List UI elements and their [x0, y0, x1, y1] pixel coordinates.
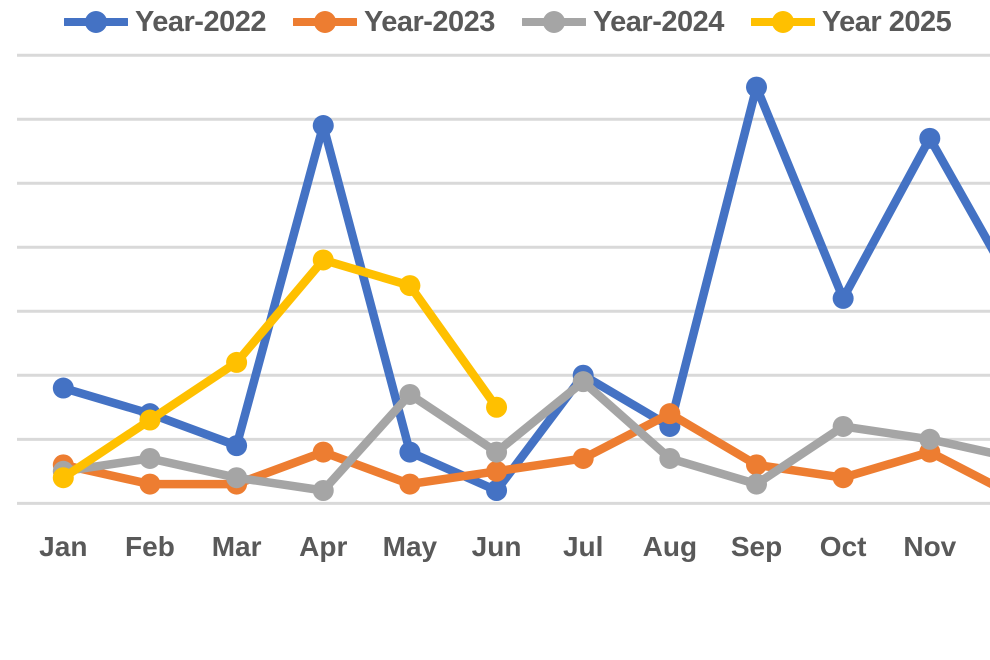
- marker-year-2022-jun: [486, 479, 508, 501]
- x-axis-label-aug: Aug: [642, 531, 698, 562]
- series-line-year-2025: [59, 255, 501, 482]
- legend-item-year-2023: Year-2023: [292, 5, 495, 39]
- marker-year-2022-oct: [832, 287, 854, 309]
- marker-year-2023-aug: [659, 403, 681, 425]
- marker-year-2023-jul: [572, 447, 594, 469]
- marker-year-2024-mar: [226, 467, 248, 489]
- x-axis-label-feb: Feb: [125, 531, 175, 562]
- legend-marker-sample: [771, 11, 794, 33]
- marker-year-2023-jun: [486, 460, 508, 482]
- marker-year-2024-sep: [746, 473, 767, 495]
- legend-label-year-2024: Year-2024: [592, 5, 724, 38]
- marker-year-2025-jun: [486, 396, 508, 418]
- legend-item-year-2022: Year-2022: [64, 6, 266, 39]
- x-axis-label-sep: Sep: [730, 531, 783, 562]
- marker-year-2023-feb: [139, 473, 161, 495]
- marker-year-2024-aug: [659, 447, 681, 469]
- marker-year-2024-may: [399, 383, 421, 405]
- legend-label-year-2023: Year-2023: [363, 5, 495, 38]
- legend-marker-sample: [542, 11, 565, 33]
- x-axis-label-nov: Nov: [903, 531, 957, 562]
- legend-label-year-2022: Year-2022: [135, 5, 266, 38]
- chart-legend: Year-2022 Year-2023 Year-2024 Year 2025: [64, 3, 952, 41]
- marker-year-2024-feb: [139, 447, 161, 469]
- legend-item-year-2025: Year 2025: [750, 5, 952, 39]
- x-axis-label-jul: Jul: [562, 531, 604, 562]
- legend-key-icon-year-2022: [64, 11, 128, 33]
- series-line-year-2023: [59, 409, 990, 489]
- x-axis-label-jun: Jun: [471, 531, 522, 562]
- x-axis-label-apr: Apr: [299, 531, 348, 562]
- series-line-year-2022: [59, 82, 990, 495]
- marker-year-2022-may: [399, 441, 421, 463]
- legend-key-icon-year-2023: [292, 11, 357, 33]
- marker-year-2025-feb: [139, 409, 161, 431]
- marker-year-2023-may: [399, 473, 421, 495]
- marker-year-2022-nov: [919, 127, 941, 149]
- marker-year-2023-apr: [312, 441, 334, 463]
- marker-year-2024-jul: [572, 371, 594, 393]
- x-axis-label-jan: Jan: [39, 531, 88, 562]
- legend-key-icon-year-2025: [750, 11, 815, 33]
- marker-year-2024-nov: [919, 428, 941, 450]
- legend-key-icon-year-2024: [521, 11, 586, 33]
- marker-year-2024-oct: [832, 415, 854, 437]
- marker-year-2025-apr: [312, 249, 334, 271]
- marker-year-2023-sep: [746, 454, 767, 476]
- marker-year-2024-apr: [312, 479, 334, 501]
- legend-label-year-2025: Year 2025: [821, 5, 952, 38]
- marker-year-2022-sep: [746, 76, 767, 98]
- marker-year-2023-oct: [832, 467, 854, 489]
- x-axis-label-oct: Oct: [819, 531, 867, 562]
- legend-marker-sample: [85, 11, 107, 33]
- legend-marker-sample: [313, 11, 336, 33]
- marker-year-2025-jan: [52, 467, 74, 489]
- marker-year-2022-mar: [226, 435, 248, 457]
- series-line-year-2024: [59, 377, 990, 495]
- legend-item-year-2024: Year-2024: [521, 5, 724, 39]
- x-axis-label-mar: Mar: [211, 531, 262, 562]
- marker-year-2024-jun: [486, 441, 508, 463]
- marker-year-2022-apr: [312, 115, 334, 137]
- marker-year-2025-mar: [226, 351, 248, 373]
- marker-year-2025-may: [399, 275, 421, 297]
- x-axis-label-may: May: [382, 531, 438, 562]
- marker-year-2022-jan: [52, 377, 74, 399]
